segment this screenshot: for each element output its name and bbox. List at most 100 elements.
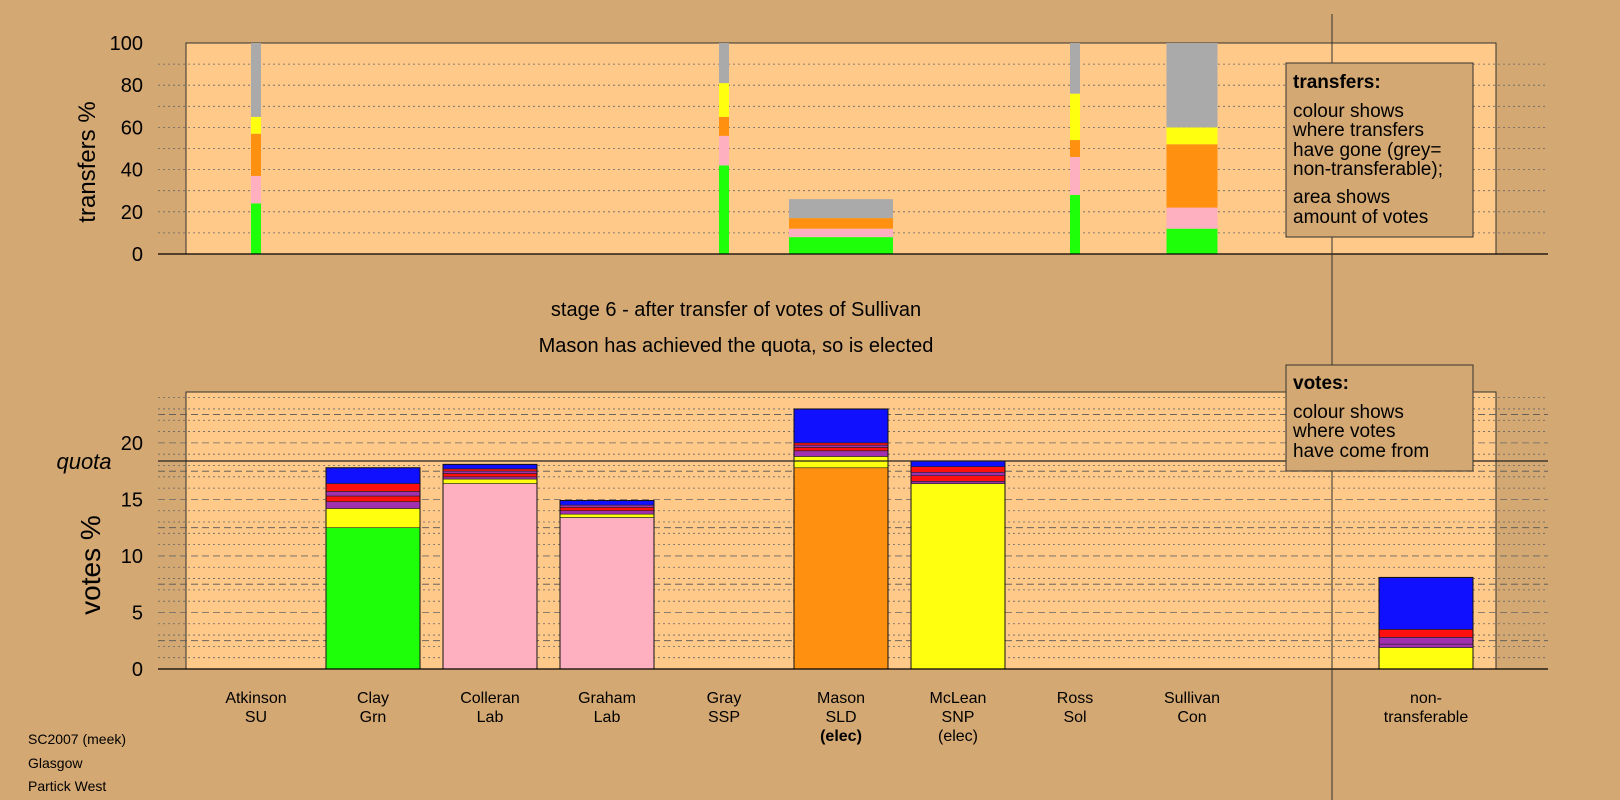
votes-y-axis-label: votes %	[75, 515, 106, 615]
candidate-party: Lab	[477, 709, 504, 726]
transfer-segment-atkinson	[251, 203, 261, 254]
candidate-name: Sullivan	[1164, 690, 1220, 707]
transfers-legend-line: colour shows	[1293, 101, 1404, 122]
candidate-name: Clay	[357, 690, 389, 707]
transfer-segment-mason	[789, 218, 893, 229]
vote-segment-mclean	[910, 460, 1006, 467]
vote-segment-clay	[325, 508, 421, 528]
candidate-party: transferable	[1384, 709, 1469, 726]
vote-segment-mason	[793, 442, 889, 446]
transfer-segment-gray	[719, 135, 729, 166]
vote-segment-non	[1378, 629, 1474, 638]
candidate-party: SLD	[825, 709, 856, 726]
transfer-segment-atkinson	[251, 175, 261, 204]
candidate-party: Grn	[360, 709, 387, 726]
transfers-legend-line: non-transferable);	[1293, 159, 1443, 180]
footer-ward: Partick West	[28, 778, 106, 794]
vote-segment-mclean	[910, 466, 1006, 473]
votes-legend-box	[1285, 364, 1474, 472]
stage-title: stage 6 - after transfer of votes of Sul…	[551, 299, 921, 321]
candidate-name: McLean	[930, 690, 987, 707]
transfer-segment-ross	[1070, 140, 1080, 157]
vote-segment-colleran	[442, 473, 538, 478]
transfers-legend-line: have gone (grey=	[1293, 140, 1441, 161]
vote-segment-colleran	[442, 464, 538, 470]
vote-segment-mclean	[910, 475, 1006, 482]
quota-label: quota	[56, 449, 111, 474]
vote-segment-clay	[325, 491, 421, 497]
transfers-y-axis-label: transfers %	[74, 101, 101, 222]
transfer-segment-atkinson	[251, 133, 261, 176]
vote-segment-non	[1378, 637, 1474, 645]
vote-segment-clay	[325, 495, 421, 502]
transfer-segment-gray	[719, 43, 729, 84]
transfer-segment-sullivan	[1166, 144, 1218, 208]
footer-council: Glasgow	[28, 755, 83, 771]
candidate-party: SSP	[708, 709, 740, 726]
votes-legend-line: colour shows	[1293, 402, 1404, 423]
vote-segment-non	[1378, 643, 1474, 648]
transfer-segment-atkinson	[251, 116, 261, 134]
candidate-name: Colleran	[460, 690, 520, 707]
transfer-segment-sullivan	[1166, 228, 1218, 254]
candidate-party: Con	[1177, 709, 1206, 726]
transfer-segment-ross	[1070, 93, 1080, 141]
transfer-segment-sullivan	[1166, 127, 1218, 145]
vote-segment-graham	[559, 517, 655, 670]
vote-segment-mclean	[910, 471, 1006, 476]
transfers-y-ticks: 0 20 40 60 80 100	[110, 33, 143, 266]
vote-segment-non	[1378, 647, 1474, 670]
vote-segment-clay	[325, 501, 421, 509]
candidate-name: Graham	[578, 690, 636, 707]
transfers-legend-line: area shows	[1293, 187, 1390, 208]
y-tick-label: 20	[121, 202, 143, 224]
transfer-segment-gray	[719, 165, 729, 254]
vote-segment-colleran	[442, 478, 538, 484]
candidate-status: (elec)	[938, 728, 978, 745]
candidate-name: Mason	[817, 690, 865, 707]
transfer-segment-ross	[1070, 156, 1080, 195]
y-tick-label: 15	[121, 489, 143, 511]
vote-segment-mason	[793, 450, 889, 457]
transfer-segment-mason	[789, 199, 893, 219]
transfer-segment-mason	[789, 228, 893, 238]
vote-segment-mclean	[910, 481, 1006, 484]
transfer-segment-sullivan	[1166, 43, 1218, 128]
votes-legend-line: where votes	[1292, 421, 1395, 442]
vote-segment-graham	[559, 504, 655, 508]
vote-segment-graham	[559, 513, 655, 518]
votes-legend: votes: colour shows where votes have com…	[1285, 364, 1474, 472]
vote-segment-mason	[793, 444, 889, 448]
candidate-status: (elec)	[820, 728, 862, 745]
votes-legend-heading: votes:	[1293, 373, 1349, 394]
vote-segment-colleran	[442, 483, 538, 670]
vote-segment-graham	[559, 500, 655, 506]
votes-y-ticks: 0 5 10 15 20	[121, 433, 143, 681]
vote-segment-graham	[559, 510, 655, 515]
y-tick-label: 20	[121, 433, 143, 455]
footer-election: SC2007 (meek)	[28, 731, 126, 747]
candidate-name: Gray	[707, 690, 742, 707]
candidate-name: Ross	[1057, 690, 1093, 707]
vote-segment-mason	[793, 467, 889, 670]
vote-segment-colleran	[442, 468, 538, 472]
transfer-segment-mason	[789, 237, 893, 254]
vote-segment-colleran	[442, 470, 538, 474]
vote-segment-graham	[559, 507, 655, 512]
y-tick-label: 10	[121, 546, 143, 568]
candidate-party: Sol	[1063, 709, 1086, 726]
vote-segment-non	[1378, 577, 1474, 630]
status-subtitle: Mason has achieved the quota, so is elec…	[539, 335, 934, 357]
candidate-party: Lab	[594, 709, 621, 726]
vote-segment-mason	[793, 456, 889, 469]
transfers-legend: transfers: colour shows where transfers …	[1285, 62, 1474, 238]
vote-segment-colleran	[442, 476, 538, 480]
vote-segment-mason	[793, 447, 889, 452]
vote-segment-clay	[325, 527, 421, 670]
y-tick-label: 0	[132, 659, 143, 681]
y-tick-label: 100	[110, 33, 143, 55]
transfer-segment-gray	[719, 83, 729, 117]
transfers-legend-line: amount of votes	[1293, 207, 1428, 228]
transfer-segment-ross	[1070, 43, 1080, 94]
